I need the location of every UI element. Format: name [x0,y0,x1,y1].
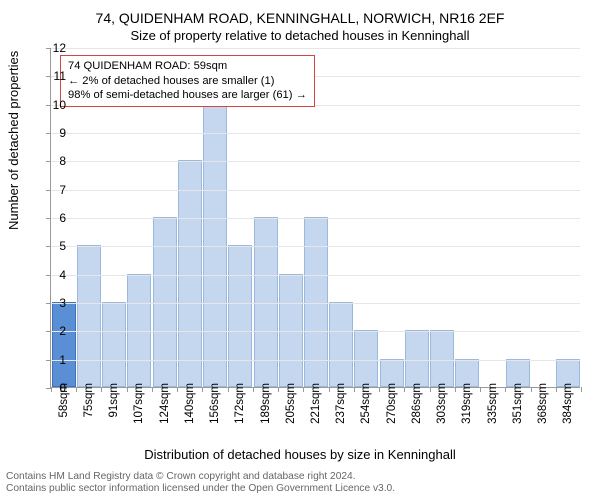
gridline [51,246,580,247]
bar [203,104,227,387]
xtick-label: 351sqm [512,383,524,443]
xtick-label: 124sqm [159,383,171,443]
bar [153,217,177,387]
ytick-label: 11 [26,69,66,83]
bar [254,217,278,387]
xtick-label: 91sqm [108,383,120,443]
ytick-label: 1 [26,353,66,367]
xtick-mark [455,387,456,392]
xtick-mark [303,387,304,392]
xtick-label: 384sqm [562,383,574,443]
gridline [51,360,580,361]
xtick-label: 189sqm [260,383,272,443]
xtick-label: 319sqm [461,383,473,443]
bar [304,217,328,387]
footer-line-2: Contains public sector information licen… [6,483,594,496]
gridline [51,161,580,162]
xtick-label: 335sqm [487,383,499,443]
xtick-label: 156sqm [209,383,221,443]
xtick-mark [556,387,557,392]
ytick-label: 7 [26,183,66,197]
xtick-mark [354,387,355,392]
bar [102,302,126,387]
title-line-2: Size of property relative to detached ho… [0,28,600,43]
xtick-mark [379,387,380,392]
xtick-label: 140sqm [184,383,196,443]
xtick-mark [505,387,506,392]
xtick-mark [480,387,481,392]
xtick-label: 254sqm [360,383,372,443]
ytick-label: 5 [26,239,66,253]
xtick-label: 286sqm [411,383,423,443]
gridline [51,331,580,332]
xtick-mark [76,387,77,392]
xtick-label: 221sqm [310,383,322,443]
xtick-mark [202,387,203,392]
chart-container: 74, QUIDENHAM ROAD, KENNINGHALL, NORWICH… [0,0,600,500]
ytick-label: 4 [26,268,66,282]
bar [127,274,151,387]
footer-line-1: Contains HM Land Registry data © Crown c… [6,471,594,484]
xtick-mark [228,387,229,392]
xtick-mark [581,387,582,392]
xtick-mark [101,387,102,392]
footer-attribution: Contains HM Land Registry data © Crown c… [6,471,594,497]
xtick-label: 270sqm [386,383,398,443]
xtick-label: 237sqm [335,383,347,443]
xtick-label: 172sqm [234,383,246,443]
bar [228,245,252,387]
gridline [51,218,580,219]
y-axis-label: Number of detached properties [6,51,21,230]
xtick-mark [531,387,532,392]
gridline [51,190,580,191]
xtick-mark [278,387,279,392]
xtick-label: 368sqm [537,383,549,443]
annotation-line-3: 98% of semi-detached houses are larger (… [68,88,307,103]
ytick-label: 6 [26,211,66,225]
ytick-label: 0 [26,381,66,395]
bar [279,274,303,387]
annotation-line-2: ← 2% of detached houses are smaller (1) [68,74,307,89]
xtick-label: 107sqm [133,383,145,443]
ytick-label: 12 [26,41,66,55]
xtick-label: 303sqm [436,383,448,443]
gridline [51,275,580,276]
title-line-1: 74, QUIDENHAM ROAD, KENNINGHALL, NORWICH… [0,10,600,26]
ytick-label: 2 [26,324,66,338]
xtick-mark [404,387,405,392]
x-axis-label: Distribution of detached houses by size … [0,447,600,462]
xtick-mark [127,387,128,392]
xtick-mark [177,387,178,392]
annotation-box: 74 QUIDENHAM ROAD: 59sqm ← 2% of detache… [60,55,315,107]
xtick-mark [253,387,254,392]
xtick-label: 205sqm [285,383,297,443]
gridline [51,303,580,304]
gridline [51,133,580,134]
xtick-mark [329,387,330,392]
xtick-mark [430,387,431,392]
gridline [51,48,580,49]
bar [77,245,101,387]
xtick-mark [152,387,153,392]
annotation-line-1: 74 QUIDENHAM ROAD: 59sqm [68,59,307,74]
bar [329,302,353,387]
xtick-label: 75sqm [83,383,95,443]
ytick-label: 9 [26,126,66,140]
bar-highlighted [52,302,76,387]
ytick-label: 10 [26,98,66,112]
ytick-label: 8 [26,154,66,168]
ytick-label: 3 [26,296,66,310]
